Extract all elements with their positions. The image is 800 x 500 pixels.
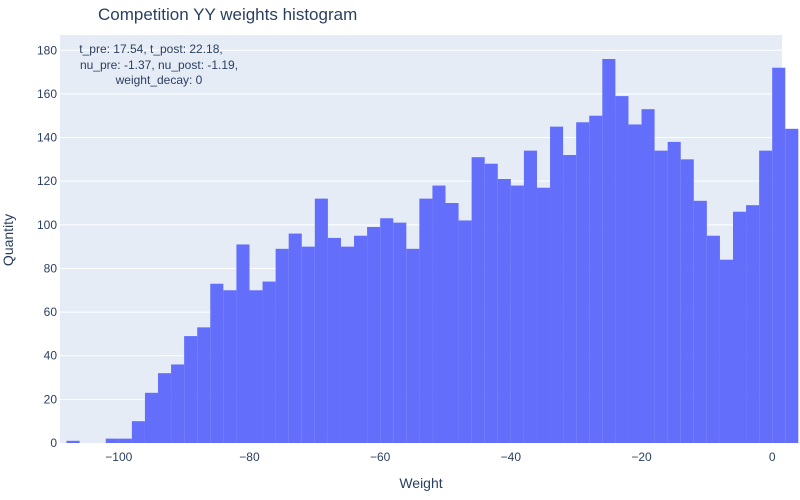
histogram-bar [680,159,694,443]
histogram-bar [615,96,629,443]
histogram-bar [210,283,224,443]
histogram-bar [340,246,355,443]
histogram-bar [380,218,394,443]
histogram-bar [354,235,368,443]
y-axis-title: Quantity [0,214,16,266]
histogram-bar [510,185,524,443]
histogram-bar [406,248,420,443]
x-tick-label: 0 [769,450,776,464]
histogram-bar [223,290,237,443]
annotation-line-2: nu_pre: -1.37, nu_post: -1.19, [80,58,238,72]
histogram-bar [693,200,707,443]
histogram-bar [589,115,603,444]
x-tick-label: −20 [631,450,652,464]
histogram-bar [419,198,433,443]
histogram-bar [746,205,760,443]
y-tick-label: 180 [37,43,57,57]
chart-title: Competition YY weights histogram [98,5,357,24]
x-axis-title: Weight [399,475,442,491]
histogram-bar [550,126,564,444]
x-tick-labels: −100 −80 −60 −40 −20 0 [105,450,776,464]
annotation-line-1: t_pre: 17.54, t_post: 22.18, [79,42,222,56]
histogram-bar [563,155,577,443]
x-tick-label: −80 [239,450,260,464]
y-tick-label: 40 [44,349,58,363]
histogram-bar [759,150,773,444]
y-tick-label: 0 [50,436,57,450]
histogram-bar [171,364,185,443]
histogram-bar [719,259,733,443]
histogram-bar [484,163,498,443]
y-tick-label: 140 [37,131,57,145]
histogram-bar [301,246,315,443]
y-tick-label: 100 [37,218,57,232]
histogram-bar [458,220,472,443]
histogram-bar [393,222,407,443]
histogram-bar [706,235,720,443]
histogram-bar [445,203,459,443]
histogram-bar [236,244,250,443]
histogram-bar [262,281,276,443]
histogram-bar [732,211,747,443]
y-tick-label: 80 [44,261,58,275]
histogram-bar [772,67,786,444]
histogram-bar [158,373,172,443]
histogram-bar [367,227,381,443]
annotation: t_pre: 17.54, t_post: 22.18, nu_pre: -1.… [79,42,238,87]
histogram-bar [105,438,119,443]
histogram-bar [118,438,132,443]
histogram-bar [628,124,642,444]
y-tick-label: 120 [37,174,57,188]
histogram-bar [314,198,328,443]
histogram-bar [131,421,145,443]
y-tick-label: 160 [37,87,57,101]
histogram-bar [536,187,551,443]
histogram-bar [641,109,655,443]
histogram-bar [602,59,616,443]
histogram-bar [654,150,668,444]
x-tick-label: −100 [105,450,132,464]
y-tick-label: 20 [44,392,58,406]
histogram-bar [785,128,799,443]
histogram-bar [576,122,590,443]
histogram-bar [197,327,211,443]
annotation-line-3: weight_decay: 0 [115,73,203,87]
x-tick-label: −60 [370,450,391,464]
histogram-bar [327,237,341,443]
histogram-bar [497,179,511,443]
histogram-bar [288,233,302,443]
x-tick-label: −40 [501,450,522,464]
histogram-bar [66,440,80,443]
histogram-bar [144,392,159,443]
histogram-bar [275,248,289,443]
histogram-bar [471,157,485,443]
histogram-bar [184,336,198,443]
y-tick-labels: 0 20 40 60 80 100 120 140 160 180 [37,43,57,450]
histogram-bar [667,141,681,443]
y-tick-label: 60 [44,305,58,319]
histogram-bar [523,150,537,444]
histogram-bar [249,290,263,443]
histogram-bars [66,59,799,444]
histogram-bar [432,185,446,443]
